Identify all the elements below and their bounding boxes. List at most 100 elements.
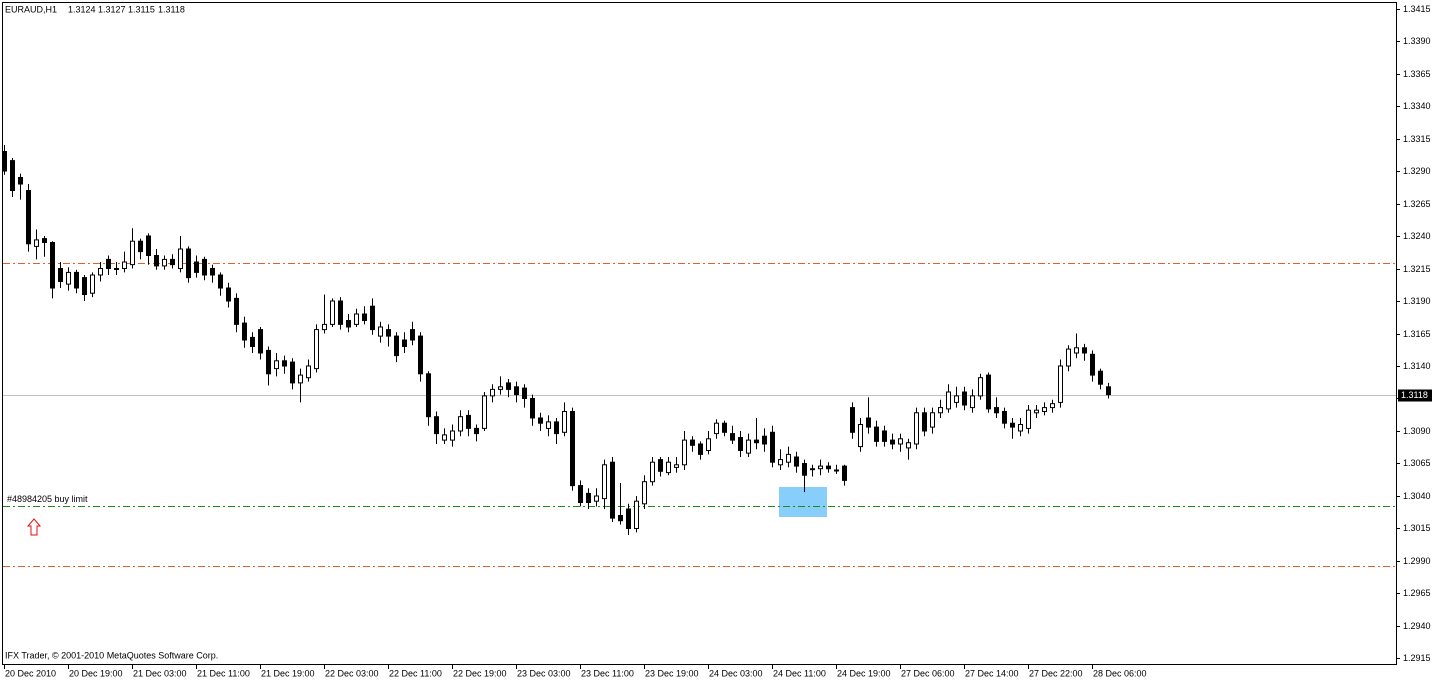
candle-body xyxy=(330,300,335,325)
candle-body xyxy=(66,271,71,285)
candle-body xyxy=(906,442,911,449)
candle-body xyxy=(1050,403,1055,409)
candle-body xyxy=(1018,424,1023,432)
candle-body xyxy=(818,465,823,470)
candle-body xyxy=(218,274,223,289)
candle-body xyxy=(338,300,343,325)
candle-body xyxy=(1034,409,1039,414)
y-tick-label: 1.3015 xyxy=(1403,523,1431,533)
ohlc-close: 1.3118 xyxy=(158,4,185,14)
x-tick-label: 28 Dec 06:00 xyxy=(1093,668,1147,678)
y-tick-label: 1.2990 xyxy=(1403,556,1431,566)
candle-body xyxy=(578,485,583,504)
candle-body xyxy=(810,468,815,471)
candle-body xyxy=(250,336,255,347)
candle-body xyxy=(154,255,159,267)
y-tick-label: 1.3090 xyxy=(1403,426,1431,436)
y-tick-label: 1.3190 xyxy=(1403,296,1431,306)
x-tick-label: 27 Dec 06:00 xyxy=(901,668,955,678)
candle-body xyxy=(106,258,111,269)
candle-body xyxy=(298,374,303,384)
candle-body xyxy=(938,407,943,414)
candle-body xyxy=(146,235,151,256)
candle-body xyxy=(10,160,15,192)
candle-body xyxy=(674,464,679,468)
price-box xyxy=(1398,389,1432,402)
x-tick-label: 24 Dec 03:00 xyxy=(709,668,763,678)
x-tick-label: 20 Dec 2010 xyxy=(5,668,56,678)
candle-body xyxy=(354,313,359,325)
candle-body xyxy=(978,377,983,397)
candle-body xyxy=(986,374,991,410)
candle-body xyxy=(746,439,751,454)
x-tick-label: 23 Dec 11:00 xyxy=(581,668,634,678)
candle-body xyxy=(394,335,399,357)
copyright: IFX Trader, © 2001-2010 MetaQuotes Softw… xyxy=(5,650,218,660)
y-tick-label: 1.3140 xyxy=(1403,361,1431,371)
y-tick-label: 1.3290 xyxy=(1403,166,1431,176)
candle-body xyxy=(378,326,383,337)
candle-body xyxy=(274,360,279,370)
candle-body xyxy=(954,395,959,403)
x-tick-label: 23 Dec 03:00 xyxy=(517,668,571,678)
candle-body xyxy=(754,439,759,444)
candle-body xyxy=(210,268,215,276)
candle-body xyxy=(450,430,455,441)
candle-body xyxy=(402,339,407,347)
y-tick-label: 1.3340 xyxy=(1403,101,1431,111)
candle-body xyxy=(466,414,471,429)
candle-body xyxy=(922,412,927,432)
candle-body xyxy=(834,469,839,472)
candle-body xyxy=(682,439,687,466)
candle-body xyxy=(882,430,887,442)
candle-body xyxy=(1074,347,1079,354)
candle-body xyxy=(26,190,31,245)
candle-body xyxy=(866,417,871,428)
y-tick-label: 1.3390 xyxy=(1403,36,1431,46)
y-tick-label: 1.3040 xyxy=(1403,491,1431,501)
candle-body xyxy=(162,258,167,267)
candle-body xyxy=(98,268,103,276)
candle-body xyxy=(786,453,791,463)
candle-body xyxy=(234,297,239,325)
candle-body xyxy=(738,437,743,451)
y-tick-label: 1.3165 xyxy=(1403,329,1431,339)
candle-body xyxy=(202,258,207,276)
candle-body xyxy=(386,329,391,337)
candle-body xyxy=(442,434,447,441)
candle-body xyxy=(290,361,295,384)
y-tick-label: 1.2915 xyxy=(1403,653,1431,663)
y-tick-label: 1.2940 xyxy=(1403,621,1431,631)
candle-body xyxy=(634,500,639,530)
candle-body xyxy=(666,461,671,474)
y-tick-label: 1.3365 xyxy=(1403,69,1431,79)
candle-body xyxy=(370,305,375,331)
highlight-rectangle xyxy=(779,487,827,517)
candle-body xyxy=(58,268,63,282)
candle-body xyxy=(898,438,903,445)
x-tick-label: 22 Dec 19:00 xyxy=(453,668,507,678)
candle-body xyxy=(562,411,567,433)
candle-body xyxy=(602,464,607,500)
candle-body xyxy=(458,416,463,432)
candle-body xyxy=(658,459,663,472)
candle-body xyxy=(610,461,615,519)
candle-body xyxy=(706,438,711,451)
candle-body xyxy=(170,258,175,266)
candle-body xyxy=(410,329,415,341)
candle-body xyxy=(690,439,695,446)
candle-body xyxy=(618,515,623,522)
candle-body xyxy=(90,274,95,294)
ohlc-high: 1.3127 xyxy=(98,4,126,14)
candle-body xyxy=(722,422,727,433)
candle-body xyxy=(194,261,199,273)
candle-body xyxy=(874,426,879,442)
candle-body xyxy=(42,238,47,244)
candle-body xyxy=(570,411,575,487)
candle-body xyxy=(930,412,935,428)
candle-body xyxy=(650,461,655,483)
x-tick-label: 20 Dec 19:00 xyxy=(69,668,123,678)
candle-body xyxy=(514,386,519,396)
